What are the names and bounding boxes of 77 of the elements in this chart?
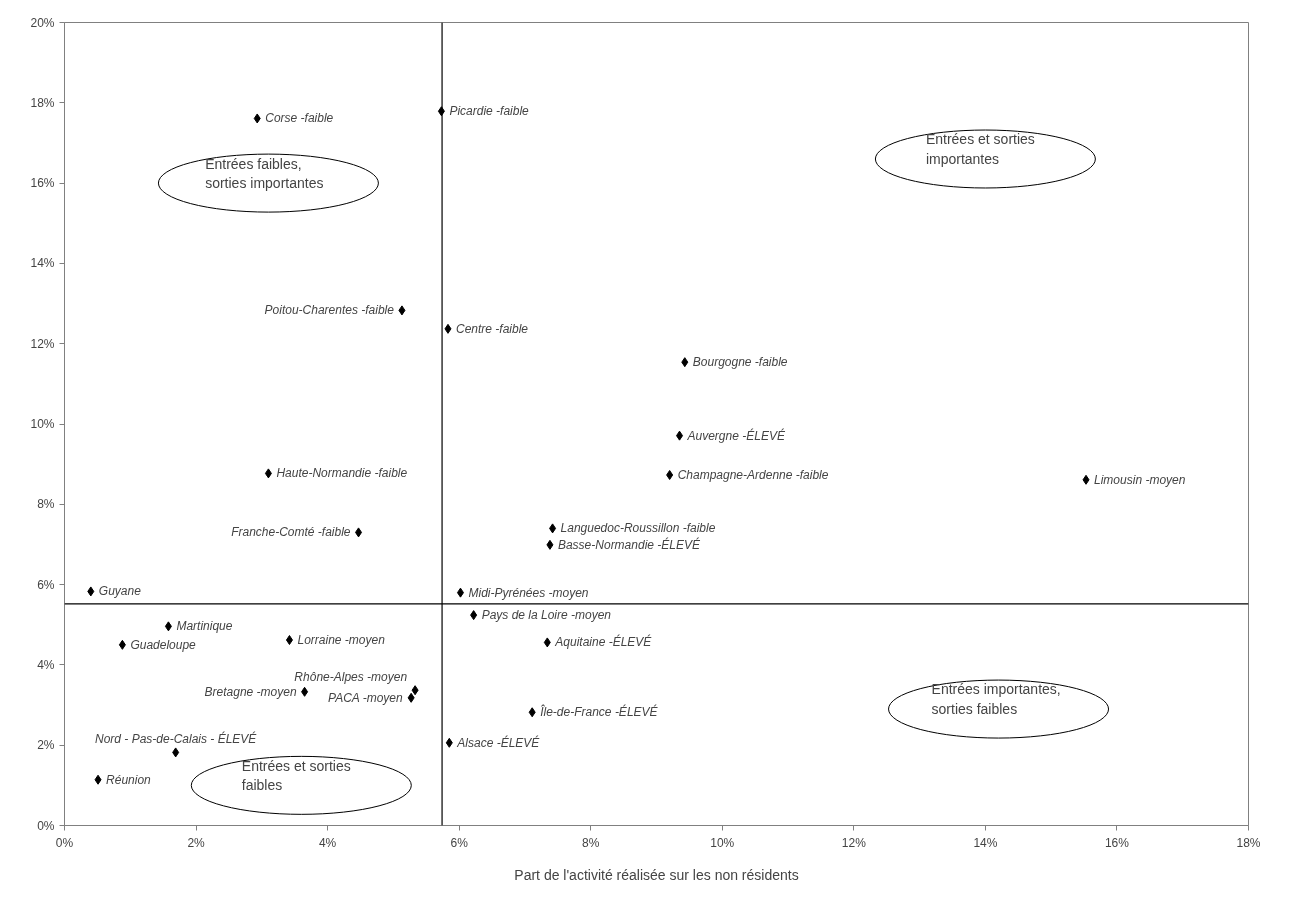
y-tick-label: 12% — [30, 336, 55, 351]
x-axis-title: Part de l'activité réalisée sur les non résidents — [514, 866, 799, 883]
annotation: Corse -faible — [265, 111, 334, 126]
y-tick-label: 4% — [37, 657, 55, 672]
annotation: Bourgogne -faible — [692, 355, 788, 370]
point — [164, 621, 172, 632]
point — [546, 539, 554, 550]
point — [172, 747, 180, 758]
point — [87, 586, 95, 597]
annotation: Guadeloupe — [130, 637, 197, 652]
annotation: Limousin -moyen — [1094, 472, 1186, 487]
annotation: Midi-Pyrénées -moyen — [468, 585, 589, 600]
x-tick-label: 10% — [710, 835, 735, 850]
annotation: Aquitaine -ÉLEVÉ — [554, 634, 653, 650]
point — [264, 468, 272, 479]
x-tick-label: 2% — [187, 835, 206, 850]
y-tick-label: 6% — [37, 577, 55, 592]
x-tick-label: 14% — [973, 835, 998, 850]
annotation: Alsace -ÉLEVÉ — [456, 734, 541, 750]
point — [543, 637, 551, 648]
point — [528, 707, 536, 718]
point — [94, 774, 102, 785]
annotation: Entrées faibles, sorties importantes — [205, 155, 324, 191]
annotation: Auvergne -ÉLEVÉ — [686, 427, 786, 443]
x-tick-label: 0% — [55, 835, 74, 850]
annotation: Entrées importantes, sorties faibles — [931, 681, 1061, 717]
annotation: Réunion — [106, 772, 152, 787]
point — [681, 357, 689, 368]
x-tick-label: 4% — [318, 835, 337, 850]
y-tick-label: 2% — [37, 738, 55, 753]
y-tick-label: 16% — [30, 176, 55, 191]
annotation: Pays de la Loire -moyen — [481, 608, 612, 623]
y-tick-label: 8% — [37, 497, 55, 512]
annotation: Rhône-Alpes -moyen — [294, 670, 408, 685]
annotation: Martinique — [176, 619, 233, 634]
point — [285, 635, 293, 646]
point — [355, 527, 363, 538]
y-tick-label: 20% — [30, 15, 55, 30]
annotation: Languedoc-Roussillon -faible — [560, 521, 716, 536]
x-tick-label: 6% — [450, 835, 469, 850]
annotation: Picardie -faible — [449, 104, 530, 119]
point — [118, 639, 126, 650]
point — [411, 685, 419, 696]
y-tick-label: 10% — [30, 417, 55, 431]
annotation: Lorraine -moyen — [297, 633, 386, 648]
point — [456, 587, 464, 598]
y-tick-label: 0% — [37, 818, 55, 833]
annotation: Centre -faible — [455, 321, 529, 336]
point — [444, 323, 452, 334]
point — [470, 610, 478, 621]
annotation: PACA -moyen — [328, 690, 404, 705]
annotation: Poitou-Charentes -faible — [264, 303, 395, 318]
annotation: Entrées et sorties importantes — [925, 131, 1035, 167]
point — [398, 305, 406, 316]
annotation: Champagne-Ardenne -faible — [677, 467, 829, 482]
point — [301, 686, 309, 697]
y-tick-label: 14% — [30, 256, 55, 271]
annotation: Île-de-France -ÉLEVÉ — [540, 704, 659, 720]
y-tick-label: 18% — [30, 95, 55, 110]
x-tick-label: 12% — [841, 835, 867, 850]
x-tick-label: 8% — [582, 835, 600, 850]
point — [445, 737, 453, 748]
point — [253, 113, 261, 124]
x-tick-label: 16% — [1104, 835, 1130, 850]
annotation: Franche-Comté -faible — [231, 525, 351, 540]
annotation: Bretagne -moyen — [204, 684, 297, 699]
x-tick-label: 18% — [1236, 835, 1261, 850]
point — [549, 523, 557, 534]
annotation: Guyane — [98, 584, 142, 599]
annotation: Haute-Normandie -faible — [276, 466, 408, 481]
point — [666, 469, 674, 480]
annotation: Basse-Normandie -ÉLEVÉ — [557, 536, 701, 552]
point — [1082, 474, 1090, 485]
annotation: Nord - Pas-de-Calais - ÉLEVÉ — [94, 731, 258, 747]
point — [407, 692, 415, 703]
point — [676, 430, 684, 441]
annotation: Entrées et sorties faibles — [241, 757, 351, 793]
